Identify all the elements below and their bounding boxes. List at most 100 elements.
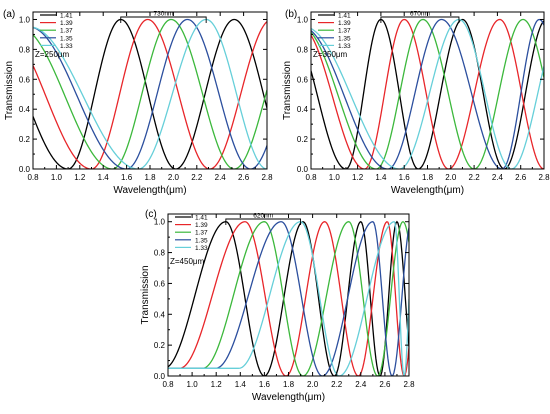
span-bracket — [120, 16, 207, 23]
x-tick-label: 1.4 — [235, 380, 247, 389]
legend-label: 1.37 — [338, 28, 351, 35]
z-annotation: Z=450μm — [170, 257, 205, 266]
legend: 1.411.391.371.351.33 — [175, 215, 208, 252]
legend-label: 1.41 — [338, 13, 351, 20]
legend-label: 1.39 — [195, 222, 208, 229]
y-tick-label: 0.2 — [19, 135, 31, 144]
span-label: 620nm — [253, 213, 273, 220]
y-tick-label: 0.8 — [154, 249, 166, 258]
x-tick-label: 1.2 — [211, 380, 223, 389]
span-bracket — [225, 218, 301, 225]
panel-label: (b) — [285, 9, 297, 20]
x-axis-label: Wavelength(μm) — [113, 185, 186, 196]
y-tick-label: 0.4 — [154, 310, 166, 319]
x-tick-label: 1.4 — [375, 173, 387, 182]
y-tick-label: 0.6 — [297, 75, 309, 84]
legend-label: 1.33 — [195, 245, 208, 252]
y-tick-label: 0.6 — [154, 279, 166, 288]
x-tick-label: 0.8 — [305, 173, 317, 182]
x-tick-label: 2.2 — [331, 380, 343, 389]
legend-label: 1.41 — [60, 13, 73, 20]
series-line-1.41 — [168, 220, 409, 376]
x-axis-label: Wavelength(μm) — [252, 392, 325, 403]
span-label: 730nm — [154, 11, 174, 18]
series-line-1.41 — [33, 18, 267, 169]
x-axis-label: Wavelength(μm) — [391, 185, 464, 196]
z-annotation: Z=350μm — [313, 50, 348, 59]
y-tick-label: 0.0 — [19, 165, 31, 174]
legend-label: 1.37 — [60, 28, 73, 35]
y-tick-label: 0.2 — [154, 341, 166, 350]
y-axis-label: Transmission — [282, 61, 293, 120]
span-label: 670nm — [410, 11, 430, 18]
x-tick-label: 2.8 — [538, 173, 550, 182]
x-tick-label: 1.6 — [259, 380, 271, 389]
legend-label: 1.35 — [195, 237, 208, 244]
series-line-1.35 — [33, 18, 267, 169]
y-tick-label: 0.6 — [19, 75, 31, 84]
legend-label: 1.35 — [60, 35, 73, 42]
x-tick-label: 2.6 — [379, 380, 391, 389]
legend-label: 1.33 — [338, 43, 351, 50]
series-line-1.37 — [33, 18, 267, 169]
x-tick-label: 2.6 — [515, 173, 527, 182]
x-tick-label: 2.4 — [492, 173, 504, 182]
x-tick-label: 1.0 — [51, 173, 63, 182]
legend-label: 1.41 — [195, 215, 208, 222]
panel-label: (c) — [145, 209, 157, 220]
x-tick-label: 2.6 — [238, 173, 250, 182]
series-line-1.37 — [311, 18, 544, 169]
y-tick-label: 0.8 — [297, 45, 309, 54]
y-tick-label: 1.0 — [19, 15, 31, 24]
legend-label: 1.39 — [60, 20, 73, 27]
x-tick-label: 1.8 — [144, 173, 156, 182]
series-line-1.37 — [168, 220, 409, 376]
y-tick-label: 0.0 — [297, 165, 309, 174]
x-tick-label: 2.8 — [403, 380, 415, 389]
y-tick-label: 0.4 — [297, 105, 309, 114]
legend-label: 1.33 — [60, 43, 73, 50]
series-group — [33, 18, 267, 169]
y-tick-label: 0.0 — [154, 372, 166, 381]
x-tick-label: 1.8 — [283, 380, 295, 389]
x-tick-label: 2.0 — [445, 173, 457, 182]
y-tick-label: 0.4 — [19, 105, 31, 114]
x-tick-label: 1.0 — [187, 380, 199, 389]
series-line-1.33 — [311, 18, 544, 169]
y-tick-label: 0.2 — [297, 135, 309, 144]
legend-label: 1.35 — [338, 35, 351, 42]
legend-label: 1.37 — [195, 230, 208, 237]
y-tick-label: 1.0 — [297, 15, 309, 24]
x-tick-label: 1.6 — [399, 173, 411, 182]
legend: 1.411.391.371.351.33 — [40, 13, 73, 50]
x-tick-label: 1.4 — [98, 173, 110, 182]
x-tick-label: 0.8 — [27, 173, 39, 182]
x-tick-label: 2.4 — [215, 173, 227, 182]
x-tick-label: 1.0 — [329, 173, 341, 182]
x-tick-label: 2.0 — [168, 173, 180, 182]
series-group — [311, 18, 544, 169]
x-tick-label: 2.0 — [307, 380, 319, 389]
chart-panel: 0.8 1.0 1.2 1.4 1.6 1.8 2.0 2.2 2.4 2.6 2.8 0.0 0.2 0… — [140, 209, 415, 403]
span-bracket — [380, 16, 460, 23]
x-tick-label: 2.2 — [191, 173, 203, 182]
chart-panel: 0.8 1.0 1.2 1.4 1.6 1.8 2.0 2.2 2.4 2.6 2.8 0.0 0.2 0… — [282, 9, 550, 196]
legend: 1.411.391.371.351.33 — [318, 13, 351, 50]
y-tick-label: 1.0 — [154, 218, 166, 227]
series-line-1.33 — [33, 18, 267, 169]
series-line-1.33 — [168, 221, 409, 376]
x-tick-label: 0.8 — [162, 380, 174, 389]
x-tick-label: 1.2 — [352, 173, 364, 182]
legend-label: 1.39 — [338, 20, 351, 27]
series-line-1.35 — [311, 18, 544, 169]
x-tick-label: 2.8 — [261, 173, 273, 182]
x-tick-label: 1.2 — [74, 173, 86, 182]
x-tick-label: 1.8 — [422, 173, 434, 182]
x-tick-label: 2.2 — [469, 173, 481, 182]
y-axis-label: Transmission — [140, 265, 151, 324]
z-annotation: Z=250μm — [35, 50, 70, 59]
y-axis-label: Transmission — [4, 61, 15, 120]
x-tick-label: 1.6 — [121, 173, 133, 182]
series-line-1.39 — [33, 18, 267, 169]
